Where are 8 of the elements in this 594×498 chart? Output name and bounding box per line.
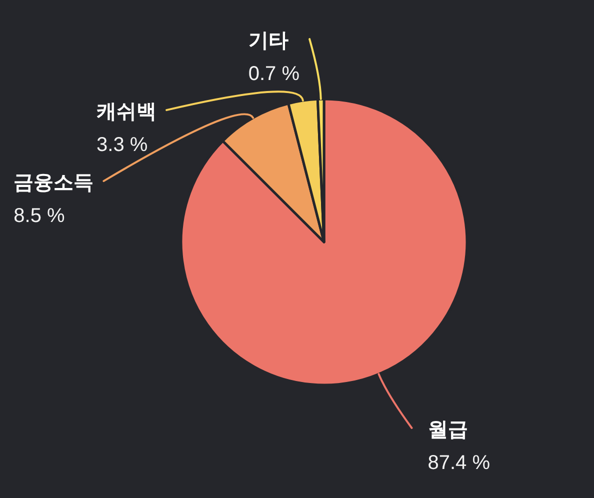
data-label: 3.3 % bbox=[96, 134, 148, 156]
slice-label: 기타 bbox=[248, 30, 288, 52]
slice-label: 월급 bbox=[428, 419, 468, 441]
slice-label: 캐쉬백 bbox=[96, 101, 157, 124]
slice-label: 금융소득 bbox=[14, 172, 94, 194]
data-label: 0.7 % bbox=[248, 63, 300, 86]
data-label: 8.5 % bbox=[14, 205, 66, 228]
data-label: 87.4 % bbox=[428, 452, 490, 474]
